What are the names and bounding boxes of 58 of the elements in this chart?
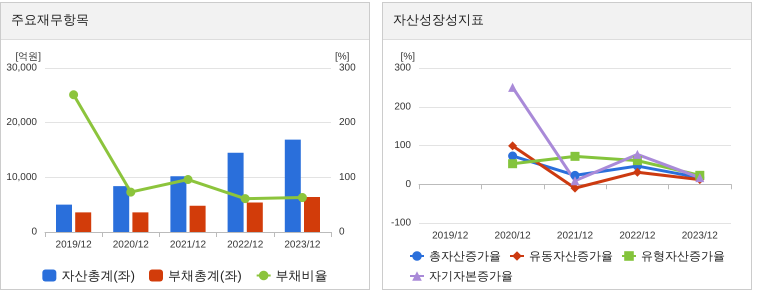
y-axis-title: [%] — [400, 52, 416, 62]
x-tick-label: 2022/12 — [619, 230, 656, 242]
x-tick-label: 2023/12 — [682, 230, 718, 242]
y-axis-title: [억원] — [15, 52, 42, 62]
chart-title: 주요재무항목 — [1, 3, 369, 40]
point — [69, 90, 78, 100]
y2-tick-label: 300 — [339, 62, 356, 74]
x-tick-label: 2020/12 — [112, 240, 150, 250]
y-tick-label: 10,000 — [6, 172, 38, 183]
point — [508, 159, 518, 168]
point — [570, 176, 580, 186]
legend-label: 유동자산증가율 — [529, 249, 613, 263]
bar — [190, 206, 206, 232]
y-tick-label: 300 — [394, 62, 412, 74]
point — [508, 141, 518, 150]
y2-tick-label: 200 — [339, 117, 356, 128]
bar — [75, 212, 92, 232]
x-tick-label: 2019/12 — [56, 240, 92, 250]
y-tick-label: 100 — [394, 140, 412, 151]
point — [570, 170, 580, 180]
bar — [284, 140, 301, 232]
bar — [246, 202, 263, 232]
legend-label: 자기자본증가율 — [429, 269, 513, 283]
x-tick-label: 2023/12 — [284, 240, 321, 250]
legend-label: 총자산증가율 — [429, 249, 501, 263]
x-tick-label: 2019/12 — [432, 230, 469, 242]
x-tick-label: 2022/12 — [227, 240, 264, 250]
x-tick-label: 2021/12 — [556, 230, 594, 242]
legend-label: 부채비율 — [276, 268, 328, 283]
point — [570, 152, 580, 161]
bar — [228, 152, 244, 232]
point — [240, 194, 250, 204]
point — [632, 150, 642, 159]
bar — [170, 176, 186, 232]
legend-label: 자산총계(좌) — [61, 268, 136, 283]
y-tick-label: 0 — [405, 178, 412, 190]
y-tick-label: 0 — [31, 226, 38, 238]
y-tick-label: 20,000 — [6, 117, 38, 128]
point — [508, 82, 518, 92]
y2-axis-title: [%] — [335, 52, 350, 62]
y-tick-label: 200 — [394, 101, 412, 112]
bar — [113, 186, 130, 232]
x-tick-label: 2020/12 — [494, 230, 532, 242]
bar — [304, 197, 320, 232]
y-tick-label: -100 — [390, 218, 412, 228]
bar — [132, 212, 148, 232]
point — [298, 193, 307, 202]
legend-label: 유형자산증가율 — [641, 249, 725, 263]
bar — [56, 204, 72, 232]
x-tick-label: 2021/12 — [170, 240, 207, 250]
chart-title: 자산성장성지표 — [383, 3, 751, 40]
y2-tick-label: 100 — [339, 172, 356, 183]
y2-tick-label: 0 — [339, 226, 345, 238]
y-tick-label: 30,000 — [6, 62, 38, 74]
point — [126, 188, 136, 197]
point — [184, 175, 192, 184]
point — [632, 168, 642, 177]
legend-label: 부채총계(좌) — [168, 268, 242, 283]
